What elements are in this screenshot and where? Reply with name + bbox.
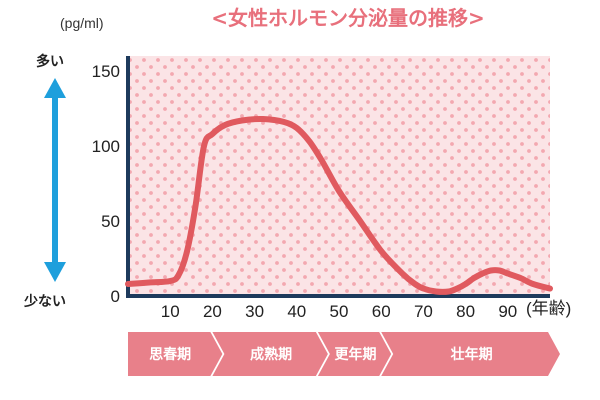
life-stage-bar: 思春期 成熟期 更年期 壮年期	[128, 332, 560, 376]
y-unit-label: (pg/ml)	[60, 15, 104, 31]
scale-arrow-down-head	[44, 262, 66, 282]
x-tick-label: 30	[245, 302, 264, 321]
y-tick-labels: 0 50 100 150	[92, 62, 120, 306]
x-tick-label: 50	[330, 302, 349, 321]
life-stage-label: 壮年期	[451, 346, 493, 363]
x-tick-label: 60	[372, 302, 391, 321]
scale-high-label: 多い	[36, 53, 64, 70]
life-stage-segment	[128, 332, 223, 376]
scale-low-label: 少ない	[23, 293, 66, 310]
y-tick-label: 0	[111, 287, 120, 306]
life-stage-label: 成熟期	[250, 346, 292, 363]
y-tick-label: 50	[101, 212, 120, 231]
life-stage-segment	[212, 332, 328, 376]
x-tick-label: 40	[287, 302, 306, 321]
y-tick-label: 100	[92, 137, 120, 156]
axes	[126, 56, 550, 298]
life-stage-segment	[381, 332, 560, 376]
life-stage-label: 更年期	[335, 346, 377, 363]
x-tick-label: 10	[161, 302, 180, 321]
chart-title: <女性ホルモン分泌量の推移>	[211, 6, 485, 30]
life-stage-label: 思春期	[149, 346, 191, 363]
plot-area	[128, 56, 550, 296]
x-tick-labels: 10 20 30 40 50 60 70 80 90	[161, 302, 518, 321]
x-unit-label: (年齢)	[526, 299, 571, 318]
x-tick-label: 90	[498, 302, 517, 321]
scale-arrow-up-head	[44, 78, 66, 98]
x-tick-label: 80	[456, 302, 475, 321]
x-tick-label: 70	[414, 302, 433, 321]
y-tick-label: 150	[92, 62, 120, 81]
life-stage-segment	[317, 332, 392, 376]
scale-arrow	[44, 78, 66, 282]
series-line	[125, 115, 553, 295]
x-tick-label: 20	[203, 302, 222, 321]
